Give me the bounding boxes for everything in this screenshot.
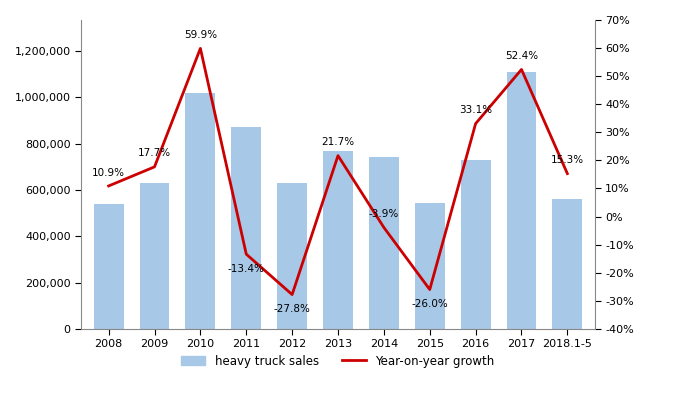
Text: -13.4%: -13.4% [228,264,265,274]
Bar [369,158,399,329]
Bar [185,93,215,329]
Text: 59.9%: 59.9% [184,30,217,40]
Bar [323,150,353,329]
Bar [552,199,582,329]
Text: 17.7%: 17.7% [138,148,171,158]
Text: 21.7%: 21.7% [321,137,355,147]
Legend: heavy truck sales, Year-on-year growth: heavy truck sales, Year-on-year growth [176,350,500,372]
Bar [94,204,124,329]
Bar [461,160,491,329]
Bar [231,128,261,329]
Text: -26.0%: -26.0% [412,299,448,309]
Text: -27.8%: -27.8% [274,304,310,314]
Bar [140,183,170,329]
Text: -3.9%: -3.9% [368,209,399,219]
Bar [415,203,445,329]
Bar [277,183,307,329]
Bar [506,72,536,329]
Text: 10.9%: 10.9% [92,168,125,178]
Text: 33.1%: 33.1% [459,105,492,115]
Text: 52.4%: 52.4% [505,51,538,61]
Text: 15.3%: 15.3% [551,155,584,165]
